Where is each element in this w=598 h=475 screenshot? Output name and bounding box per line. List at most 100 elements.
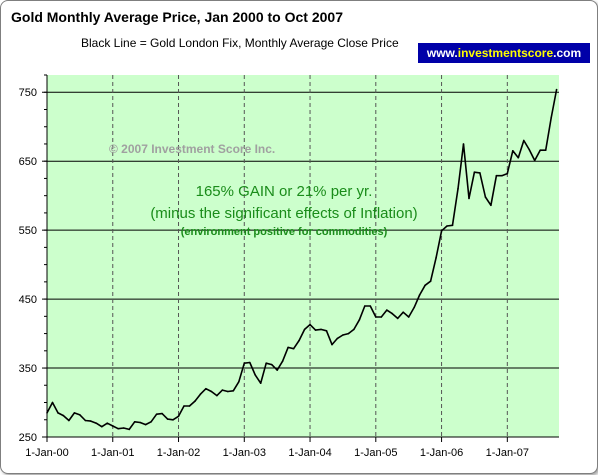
data-point: [435, 256, 437, 259]
data-point: [150, 421, 152, 423]
data-point: [292, 347, 295, 350]
data-point: [161, 412, 163, 415]
data-point: [402, 311, 405, 314]
data-point: [90, 420, 92, 422]
y-tick-label: 350: [19, 363, 37, 375]
data-point: [122, 427, 125, 429]
series-line: [46, 89, 558, 431]
data-point: [216, 394, 218, 397]
data-point: [79, 414, 81, 416]
data-point: [462, 143, 465, 145]
data-point: [112, 425, 114, 427]
copyright-text: © 2007 Investment Score Inc.: [109, 142, 275, 156]
data-point: [259, 382, 262, 385]
data-point: [281, 360, 284, 363]
data-point: [424, 284, 426, 287]
x-tick-label: 1-Jan-07: [486, 447, 529, 459]
data-point: [418, 294, 421, 296]
data-point: [320, 328, 322, 331]
x-tick-label: 1-Jan-06: [420, 447, 463, 459]
data-point: [375, 316, 377, 318]
axis-layer: 250 350 450 550 650 750 1-Jan-00 1-Jan-01 1-Jan-…: [19, 74, 559, 459]
plot-area: [47, 75, 559, 437]
data-point: [166, 418, 169, 420]
data-point: [243, 362, 246, 365]
x-tick-label: 1-Jan-01: [91, 447, 134, 459]
data-point: [221, 389, 224, 391]
data-point: [336, 337, 339, 340]
data-point: [413, 306, 416, 309]
data-point: [144, 423, 147, 426]
y-tick-label: 250: [19, 432, 37, 444]
y-tick-label: 750: [19, 87, 37, 99]
data-point: [238, 381, 240, 383]
data-point: [407, 316, 410, 318]
data-point: [133, 421, 136, 423]
data-point: [468, 197, 470, 200]
badge-prefix: www.: [426, 46, 458, 60]
grid-layer: [47, 75, 559, 437]
data-point: [457, 188, 459, 190]
data-point: [484, 196, 487, 198]
data-point: [62, 414, 65, 417]
data-point: [331, 343, 333, 346]
data-point: [550, 117, 552, 119]
badge-accent: investmentscore: [457, 46, 554, 60]
data-point: [364, 305, 366, 307]
data-point: [84, 419, 87, 422]
data-point: [227, 390, 229, 393]
x-tick-label: 1-Jan-02: [157, 447, 200, 459]
data-point: [473, 171, 476, 173]
chart-title: Gold Monthly Average Price, Jan 2000 to …: [11, 9, 343, 25]
data-point: [205, 387, 207, 390]
website-badge[interactable]: www.investmentscore.com: [418, 43, 590, 63]
x-tick-label: 1-Jan-00: [25, 447, 68, 459]
x-tick-label: 1-Jan-05: [354, 447, 397, 459]
data-point: [183, 405, 185, 407]
data-point: [451, 224, 454, 227]
data-point: [380, 316, 383, 318]
data-point: [314, 329, 317, 331]
data-point: [199, 393, 202, 396]
data-point: [386, 309, 388, 311]
data-point: [347, 332, 350, 335]
data-point: [68, 419, 70, 422]
data-point: [490, 204, 492, 207]
data-point: [544, 149, 547, 151]
data-point: [298, 339, 300, 342]
data-point: [128, 428, 130, 431]
data-point: [265, 362, 268, 365]
data-point: [117, 427, 119, 430]
data-point: [106, 422, 109, 425]
data-point: [429, 280, 432, 283]
annotation-gain: 165% GAIN or 21% per yr.: [196, 183, 373, 200]
data-point: [517, 156, 520, 159]
data-point: [57, 412, 59, 414]
data-point: [501, 174, 503, 177]
data-point: [177, 415, 180, 418]
data-point: [101, 425, 103, 428]
data-point: [533, 159, 536, 162]
data-point: [528, 148, 530, 151]
data-point: [139, 421, 141, 424]
annotation-inflation: (minus the significant effects of Inflat…: [150, 205, 417, 222]
data-point: [325, 330, 328, 332]
data-point: [396, 317, 399, 320]
data-point: [539, 149, 541, 151]
data-point: [495, 174, 498, 177]
data-point: [155, 413, 158, 416]
data-point: [353, 328, 355, 331]
data-point: [303, 328, 306, 331]
data-point: [555, 88, 558, 91]
data-point: [46, 412, 48, 414]
x-tick-label: 1-Jan-04: [288, 447, 331, 459]
data-point: [73, 412, 76, 414]
data-point: [188, 405, 191, 407]
chart-subtitle: Black Line = Gold London Fix, Monthly Av…: [81, 36, 399, 50]
data-point: [446, 225, 448, 227]
data-point: [287, 346, 289, 349]
data-point: [210, 390, 213, 393]
data-point: [232, 390, 235, 392]
